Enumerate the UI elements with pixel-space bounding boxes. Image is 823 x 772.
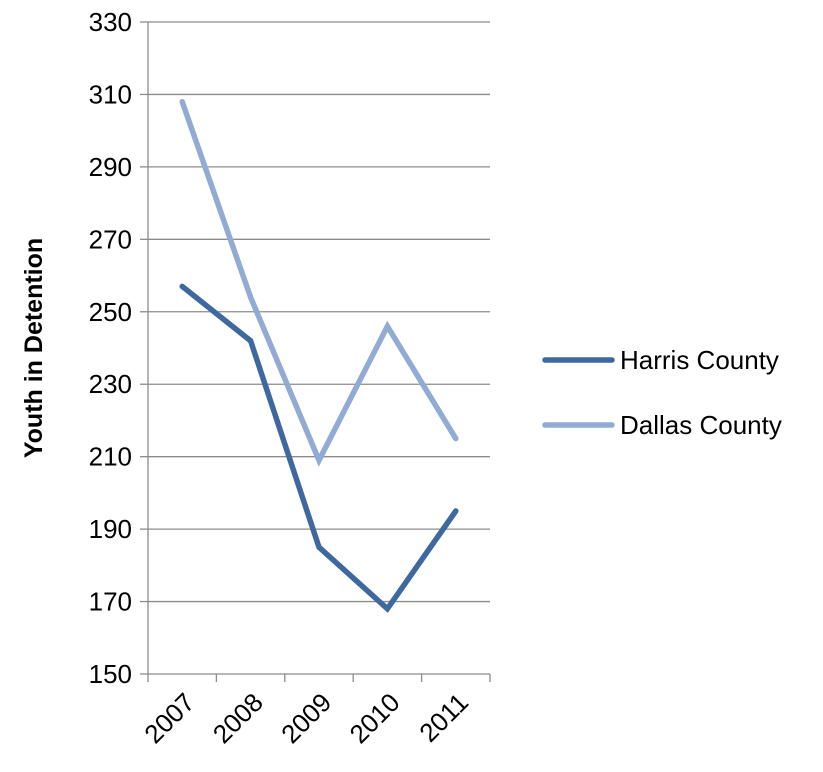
series-line-harris-county <box>182 286 456 608</box>
legend-label: Dallas County <box>620 410 782 440</box>
y-tick-label: 170 <box>89 587 132 617</box>
y-tick-label: 190 <box>89 514 132 544</box>
x-tick-label: 2008 <box>207 687 269 749</box>
series-lines <box>182 102 456 609</box>
y-tick-label: 270 <box>89 224 132 254</box>
y-tick-label: 230 <box>89 369 132 399</box>
y-tick-label: 290 <box>89 152 132 182</box>
x-tick-labels: 2007 2008 2009 2010 2011 <box>138 687 474 749</box>
y-tick-labels: 150 170 190 210 230 250 270 290 310 330 <box>89 7 132 689</box>
y-tick-label: 250 <box>89 297 132 327</box>
legend-label: Harris County <box>620 345 779 375</box>
y-tick-label: 310 <box>89 79 132 109</box>
x-tick-label: 2007 <box>138 687 200 749</box>
gridlines <box>140 22 490 674</box>
y-tick-label: 150 <box>89 659 132 689</box>
axes <box>148 22 490 682</box>
legend: Harris County Dallas County <box>545 345 782 440</box>
x-tick-label: 2011 <box>413 687 474 748</box>
y-axis-label: Youth in Detention <box>20 238 48 458</box>
y-tick-label: 330 <box>89 7 132 37</box>
x-tick-label: 2010 <box>344 687 406 749</box>
x-tick-label: 2009 <box>275 687 337 749</box>
series-line-dallas-county <box>182 102 456 461</box>
y-tick-label: 210 <box>89 442 132 472</box>
